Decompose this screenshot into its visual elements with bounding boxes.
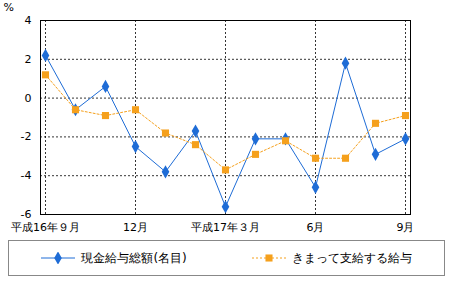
svg-text:-2: -2 — [21, 130, 32, 143]
svg-text:0: 0 — [25, 92, 32, 105]
html-text:現金給与総額(名目): 現金給与総額(名目) — [81, 250, 187, 265]
svg-text:-6: -6 — [21, 208, 32, 221]
svg-text:-4: -4 — [21, 169, 32, 182]
html-text:きまって支給する給与: きまって支給する給与 — [291, 250, 412, 265]
svg-text:4: 4 — [25, 14, 32, 27]
svg-text:%: % — [4, 1, 14, 14]
svg-text:平成16年９月: 平成16年９月 — [11, 221, 80, 234]
svg-text:9月: 9月 — [397, 221, 415, 234]
svg-text:12月: 12月 — [123, 221, 148, 234]
svg-text:2: 2 — [25, 53, 32, 66]
svg-text:平成17年３月: 平成17年３月 — [191, 221, 260, 234]
svg-text:6月: 6月 — [307, 221, 325, 234]
